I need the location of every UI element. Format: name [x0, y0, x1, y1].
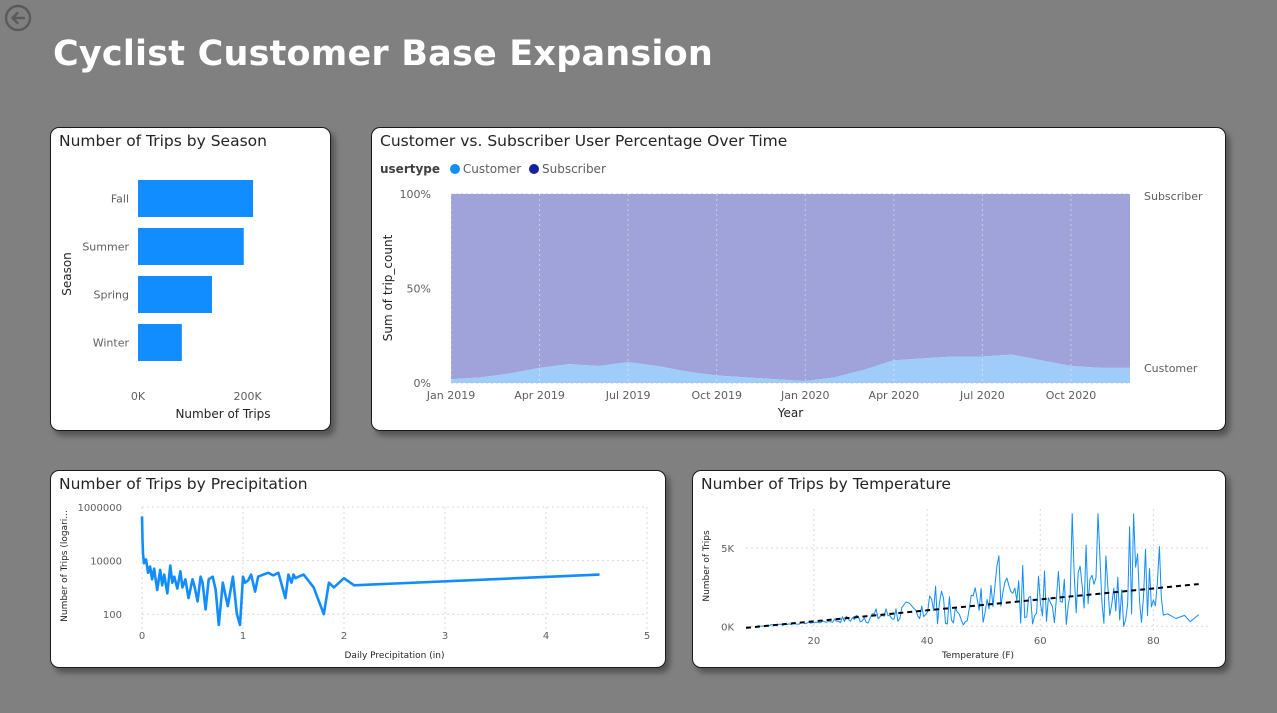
x-tick-label: Jan 2020 — [780, 389, 829, 402]
usertype-chart-card[interactable]: Customer vs. Subscriber User Percentage … — [371, 127, 1226, 431]
x-tick-label: 5 — [644, 631, 650, 642]
x-tick-label: 40 — [921, 636, 934, 647]
temperature-chart-card[interactable]: Number of Trips by Temperature 0K 5K 20 40 6… — [692, 470, 1226, 668]
x-tick-label: 20 — [808, 636, 821, 647]
category-label: Spring — [94, 289, 130, 302]
x-tick-label: 1 — [240, 631, 246, 642]
area-subscriber — [451, 194, 1130, 382]
y-axis-title: Number of Trips (logari... — [60, 510, 70, 622]
bar-spring — [138, 276, 212, 313]
series-line-trips — [140, 516, 600, 627]
x-tick-label: 200K — [233, 390, 262, 403]
category-label: Winter — [93, 337, 130, 350]
legend: usertype Customer Subscriber — [380, 162, 610, 176]
legend-item-subscriber[interactable]: Subscriber — [528, 162, 606, 176]
season-chart-card[interactable]: Number of Trips by Season Fall Summer Spri… — [50, 127, 331, 431]
x-tick-label: 2 — [341, 631, 347, 642]
y-tick-label: 0% — [414, 377, 431, 390]
y-tick-label: 0K — [721, 622, 734, 633]
end-label-subscriber: Subscriber — [1144, 190, 1203, 203]
bar-winter — [138, 324, 182, 361]
y-tick-label: 100 — [103, 610, 122, 621]
legend-label-customer: Customer — [462, 162, 522, 176]
legend-marker-customer — [449, 164, 460, 174]
x-tick-label: Apr 2019 — [514, 389, 565, 402]
y-tick-label: 5K — [721, 544, 734, 555]
y-axis-title: Sum of trip_count — [381, 234, 395, 341]
category-label: Fall — [111, 193, 129, 206]
x-tick-label: Jul 2020 — [959, 389, 1005, 402]
legend-title: usertype — [380, 162, 441, 176]
x-tick-label: Apr 2020 — [869, 389, 920, 402]
x-tick-label: Jul 2019 — [605, 389, 651, 402]
x-tick-label: 3 — [442, 631, 448, 642]
y-tick-label: 10000 — [90, 557, 122, 568]
chart-title: Number of Trips by Temperature — [701, 475, 951, 493]
chart-title: Customer vs. Subscriber User Percentage … — [380, 132, 788, 150]
chart-title: Number of Trips by Season — [59, 132, 267, 150]
x-tick-label: Oct 2020 — [1046, 389, 1097, 402]
legend-label-subscriber: Subscriber — [541, 162, 606, 176]
page-title: Cyclist Customer Base Expansion — [53, 34, 713, 74]
y-axis-title: Number of Trips — [702, 530, 712, 602]
x-tick-label: 0 — [139, 631, 145, 642]
series-line-trips — [757, 513, 1200, 627]
bar-fall — [138, 180, 254, 217]
x-tick-label: 60 — [1034, 636, 1047, 647]
usertype-area-chart[interactable]: Jan 2019 Apr 2019 Jul 2019 Oct 2019 Jan 2020… — [372, 128, 1225, 430]
category-label: Summer — [82, 241, 129, 254]
y-axis-title: Season — [60, 252, 74, 296]
area-customer — [451, 354, 1130, 383]
y-tick-label: 50% — [407, 283, 431, 296]
legend-marker-subscriber — [528, 164, 539, 174]
precipitation-chart-card[interactable]: Number of Trips by Precipitation 1000000… — [50, 470, 666, 668]
x-tick-label: 0K — [131, 390, 146, 403]
x-axis-title: Daily Precipitation (in) — [345, 651, 445, 661]
x-axis-title: Year — [777, 406, 803, 420]
x-axis-title: Number of Trips — [175, 407, 270, 421]
trend-line — [745, 583, 1199, 629]
x-tick-label: 80 — [1147, 636, 1160, 647]
legend-item-customer[interactable]: Customer — [449, 162, 522, 176]
x-tick-label: Oct 2019 — [691, 389, 742, 402]
back-arrow-icon[interactable] — [4, 4, 32, 32]
x-tick-label: Jan 2019 — [426, 389, 475, 402]
x-tick-label: 4 — [543, 631, 549, 642]
end-label-customer: Customer — [1144, 362, 1198, 375]
x-axis-title: Temperature (F) — [941, 651, 1014, 661]
precipitation-line-chart[interactable]: 1000000 10000 100 0 1 2 3 4 5 Daily Precipitation… — [51, 471, 665, 667]
y-tick-label: 1000000 — [77, 503, 122, 514]
chart-title: Number of Trips by Precipitation — [59, 475, 308, 493]
y-tick-label: 100% — [400, 188, 431, 201]
bar-summer — [138, 228, 244, 265]
